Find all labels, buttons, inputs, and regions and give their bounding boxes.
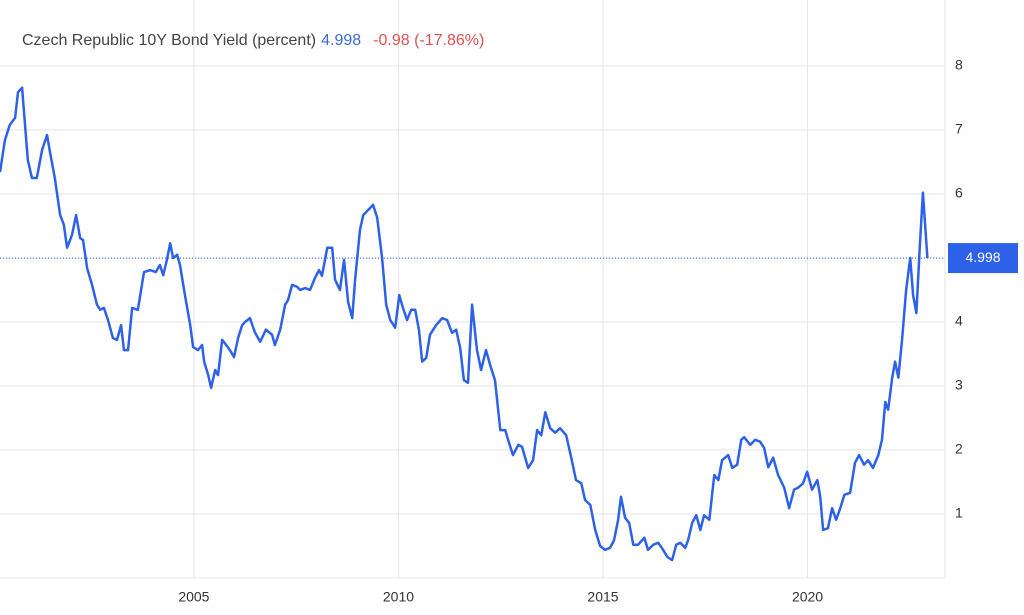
x-tick-label: 2005: [178, 589, 209, 605]
x-tick-label: 2015: [587, 589, 618, 605]
x-tick-label: 2010: [383, 589, 414, 605]
y-tick-label: 1: [955, 505, 963, 521]
y-tick-label: 6: [955, 185, 963, 201]
y-tick-label: 3: [955, 377, 963, 393]
change: -0.98 (-17.86%): [373, 32, 484, 49]
price-tag-label: 4.998: [965, 249, 1000, 265]
y-tick-label: 4: [955, 313, 963, 329]
y-tick-label: 8: [955, 57, 963, 73]
price-tag: [948, 243, 1018, 274]
grid: [0, 0, 945, 578]
series-line: [0, 86, 929, 562]
y-tick-label: 2: [955, 441, 963, 457]
last-value: 4.998: [321, 32, 361, 49]
x-tick-label: 2020: [792, 589, 823, 605]
chart-title: Czech Republic 10Y Bond Yield (percent): [22, 32, 316, 49]
y-tick-label: 7: [955, 121, 963, 137]
chart-header: Czech Republic 10Y Bond Yield (percent) 4…: [22, 32, 484, 49]
